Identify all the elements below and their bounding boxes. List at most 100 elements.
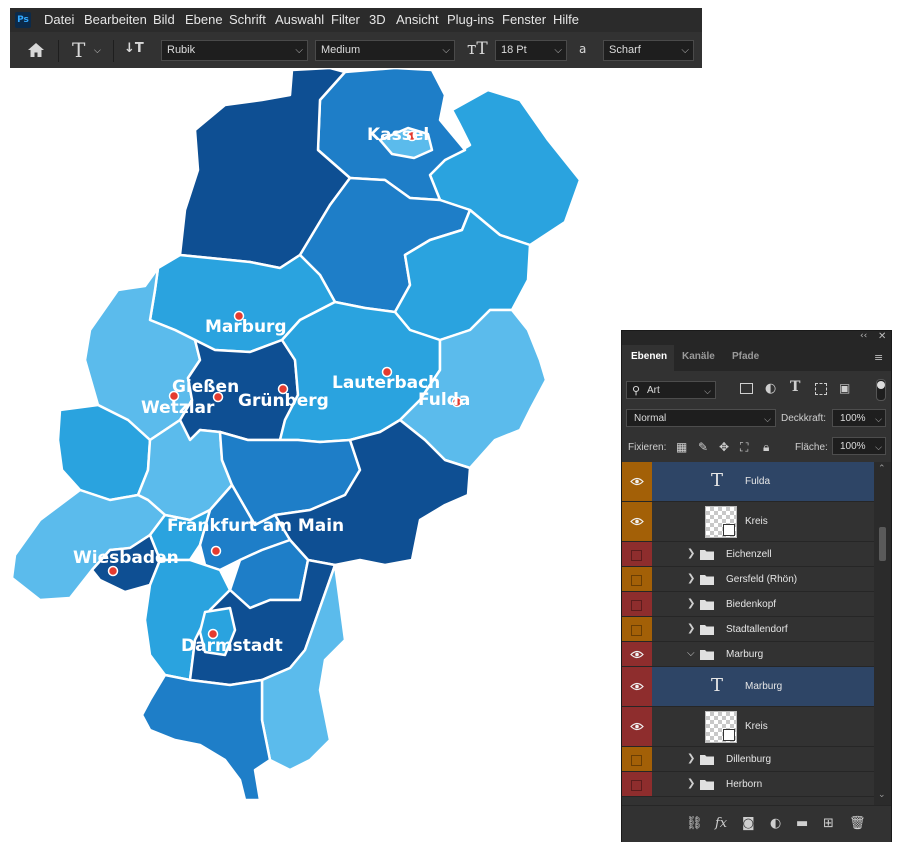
layer-name: Biedenkopf [726,599,777,610]
layer-row[interactable]: T Fulda [622,462,874,502]
scrollbar-thumb[interactable] [879,527,886,561]
menu-hilfe[interactable]: Hilfe [553,12,580,27]
layer-row[interactable]: ❯ Dillenburg [622,747,874,772]
layer-row[interactable]: T Marburg [622,667,874,707]
filter-adjustment-icon[interactable]: ◐ [765,381,777,396]
city-label-wiesbaden[interactable]: Wiesbaden [73,548,179,568]
menu-datei[interactable]: Datei [44,12,75,27]
city-label-wetzlar[interactable]: Wetzlar [141,398,215,418]
menu-3d[interactable]: 3D [369,12,386,27]
lock-brush-icon[interactable]: ✎ [698,440,709,454]
font-family-select[interactable]: Rubik ⌵ [161,40,308,61]
type-tool-icon[interactable]: T [72,38,86,62]
menu-bearbeiten[interactable]: Bearbeiten [84,12,147,27]
tab-ebenen-bg [622,345,674,371]
layer-row[interactable]: ⌵ Marburg [622,642,874,667]
menu-ansicht[interactable]: Ansicht [396,12,439,27]
lock-position-icon[interactable]: ✥ [719,440,730,454]
font-size-select[interactable]: 18 Pt ⌵ [495,40,567,61]
menu-auswahl[interactable]: Auswahl [275,12,325,27]
fx-icon[interactable]: fx [715,816,728,831]
city-label-frankfurt[interactable]: Frankfurt am Main [167,516,344,536]
layer-visibility-toggle[interactable] [622,667,652,706]
city-label-darmstadt[interactable]: Darmstadt [181,636,283,656]
tab-ebenen[interactable]: Ebenen [631,351,668,362]
tab-kanaele[interactable]: Kanäle [682,351,715,362]
opacity-input[interactable]: 100% ⌵ [832,409,886,427]
layer-filter-value: Art [647,385,660,396]
chevron-right-icon[interactable]: ❯ [687,598,696,609]
layer-visibility-toggle[interactable] [622,617,652,641]
city-label-gruenberg[interactable]: Grünberg [238,391,329,411]
layer-visibility-toggle[interactable] [622,592,652,616]
blend-mode-select[interactable]: Normal ⌵ [626,409,776,427]
chevron-down-icon[interactable]: ⌵ [687,648,695,659]
lock-all-icon[interactable]: 🔒︎ [763,440,770,454]
new-layer-icon[interactable]: ⊞ [823,816,834,831]
layer-filter-select[interactable]: ⚲ Art ⌵ [626,381,716,399]
menu-ebene[interactable]: Ebene [185,12,223,27]
chevron-right-icon[interactable]: ❯ [687,753,696,764]
font-family-value: Rubik [167,44,196,56]
menu-plugins[interactable]: Plug-ins [447,12,494,27]
layer-visibility-toggle[interactable] [622,747,652,771]
layer-visibility-toggle[interactable] [622,502,652,541]
layer-row[interactable]: ❯ Biedenkopf [622,592,874,617]
menu-bild[interactable]: Bild [153,12,175,27]
city-label-giessen[interactable]: Gießen [172,377,239,397]
menu-schrift[interactable]: Schrift [229,12,266,27]
close-icon[interactable]: ✕ [878,331,887,342]
delete-layer-icon[interactable]: 🗑︎ [849,816,866,831]
link-layers-icon[interactable]: ⛓ [686,816,703,831]
scroll-up-icon[interactable]: ⌃ [878,464,886,474]
panel-menu-icon[interactable]: ≡ [874,351,884,364]
tab-pfade[interactable]: Pfade [732,351,760,362]
new-group-icon[interactable]: ▬ [796,816,809,831]
layer-row[interactable]: ❯ Stadtallendorf [622,617,874,642]
layer-visibility-toggle[interactable] [622,542,652,566]
layer-list-scrollbar[interactable]: ⌃ ⌄ [874,462,891,805]
layer-row[interactable]: Kreis [622,502,874,542]
filter-pixel-icon[interactable] [740,383,753,394]
layer-name: Stadtallendorf [726,624,788,635]
layer-row[interactable]: Kreis [622,707,874,747]
lock-label: Fixieren: [628,442,667,453]
filter-toggle[interactable] [876,379,886,401]
city-label-lauterbach[interactable]: Lauterbach [332,373,440,393]
lock-artboard-icon[interactable]: ⛶ [740,440,749,454]
antialias-select[interactable]: Scharf ⌵ [603,40,694,61]
collapse-icon[interactable]: ‹‹ [860,331,868,341]
layer-visibility-toggle[interactable] [622,567,652,591]
font-style-select[interactable]: Medium ⌵ [315,40,455,61]
layer-row[interactable]: ❯ Eichenzell [622,542,874,567]
chevron-right-icon[interactable]: ❯ [687,778,696,789]
text-orientation-icon[interactable]: ↓T [124,41,144,56]
lock-transparency-icon[interactable]: ▦ [676,440,688,454]
city-label-kassel[interactable]: Kassel [367,125,429,145]
photoshop-logo: Ps [15,12,31,28]
filter-smartobject-icon[interactable]: ▣ [839,381,851,395]
city-marker-marburg [233,310,245,322]
layer-mask-icon[interactable]: ◙ [742,816,755,831]
chevron-down-icon[interactable]: ⌵ [94,46,101,56]
menu-filter[interactable]: Filter [331,12,360,27]
adjustment-layer-icon[interactable]: ◐ [770,816,782,831]
scroll-down-icon[interactable]: ⌄ [878,790,886,800]
layer-row[interactable]: ❯ Gersfeld (Rhön) [622,567,874,592]
menu-fenster[interactable]: Fenster [502,12,547,27]
home-icon[interactable] [27,42,45,58]
layer-visibility-toggle[interactable] [622,707,652,746]
filter-type-icon[interactable]: T [790,379,801,395]
filter-shape-icon[interactable] [815,383,827,395]
chevron-right-icon[interactable]: ❯ [687,623,696,634]
fill-input[interactable]: 100% ⌵ [832,437,886,455]
chevron-right-icon[interactable]: ❯ [687,573,696,584]
layer-row[interactable]: ❯ Herborn [622,772,874,797]
chevron-down-icon: ⌵ [295,45,303,56]
layer-visibility-toggle[interactable] [622,772,652,796]
layer-visibility-toggle[interactable] [622,642,652,666]
city-label-marburg[interactable]: Marburg [205,317,287,337]
city-label-fulda[interactable]: Fulda [418,390,470,410]
layer-visibility-toggle[interactable] [622,462,652,501]
chevron-right-icon[interactable]: ❯ [687,548,696,559]
